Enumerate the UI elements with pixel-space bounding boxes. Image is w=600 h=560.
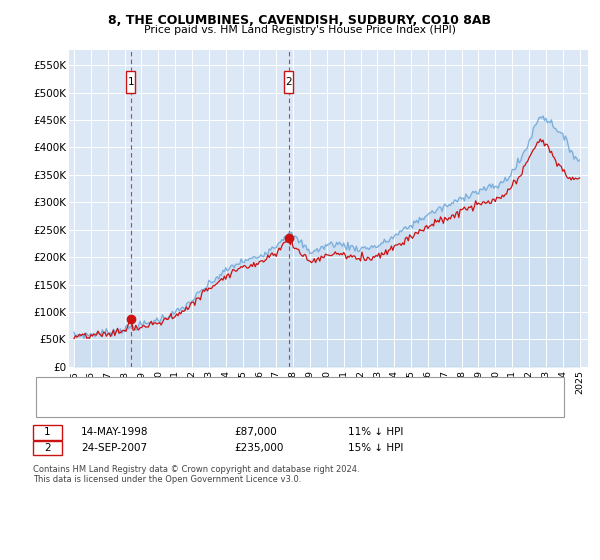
Text: Contains HM Land Registry data © Crown copyright and database right 2024.
This d: Contains HM Land Registry data © Crown c… <box>33 465 359 484</box>
Text: 1: 1 <box>128 77 134 87</box>
Text: £235,000: £235,000 <box>234 443 283 453</box>
Text: 24-SEP-2007: 24-SEP-2007 <box>81 443 147 453</box>
Text: 2: 2 <box>44 443 51 453</box>
Text: 14-MAY-1998: 14-MAY-1998 <box>81 427 149 437</box>
Text: 1: 1 <box>44 427 51 437</box>
Text: 8, THE COLUMBINES, CAVENDISH, SUDBURY, CO10 8AB: 8, THE COLUMBINES, CAVENDISH, SUDBURY, C… <box>109 14 491 27</box>
FancyBboxPatch shape <box>284 71 293 92</box>
Text: 2: 2 <box>285 77 292 87</box>
FancyBboxPatch shape <box>126 71 136 92</box>
Text: Price paid vs. HM Land Registry's House Price Index (HPI): Price paid vs. HM Land Registry's House … <box>144 25 456 35</box>
Text: £87,000: £87,000 <box>234 427 277 437</box>
Text: 15% ↓ HPI: 15% ↓ HPI <box>348 443 403 453</box>
Text: 8, THE COLUMBINES, CAVENDISH, SUDBURY, CO10 8AB (detached house): 8, THE COLUMBINES, CAVENDISH, SUDBURY, C… <box>84 386 444 396</box>
Text: 11% ↓ HPI: 11% ↓ HPI <box>348 427 403 437</box>
Text: HPI: Average price, detached house, West Suffolk: HPI: Average price, detached house, West… <box>84 403 325 413</box>
